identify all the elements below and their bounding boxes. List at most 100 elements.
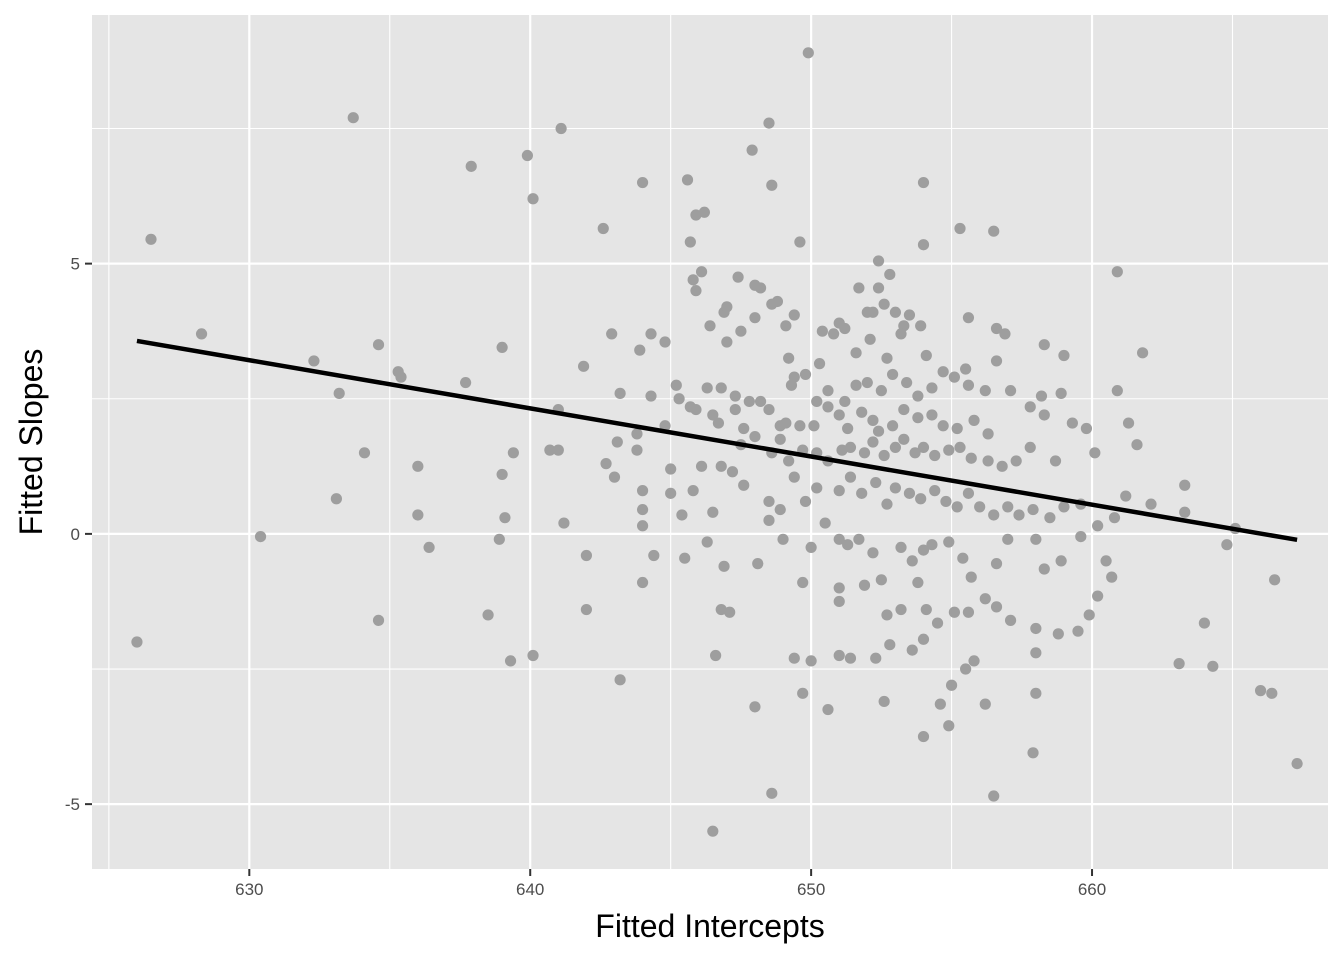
data-point — [558, 517, 570, 529]
data-point — [254, 530, 267, 543]
data-point — [968, 414, 980, 426]
data-point — [423, 541, 435, 553]
data-point — [909, 447, 921, 459]
data-point — [844, 441, 857, 454]
data-point — [707, 409, 719, 421]
data-point — [749, 430, 761, 443]
data-point — [884, 639, 896, 651]
data-point — [903, 309, 916, 321]
y-tick-label: 0 — [71, 525, 80, 544]
data-point — [1058, 349, 1070, 362]
data-point — [878, 449, 890, 462]
data-point — [906, 644, 918, 656]
data-point — [889, 306, 902, 318]
data-point — [1030, 647, 1042, 659]
data-point — [917, 544, 930, 556]
data-point — [1010, 455, 1022, 467]
data-point — [968, 655, 980, 667]
data-point — [496, 468, 508, 481]
data-point — [738, 479, 750, 491]
data-point — [962, 487, 975, 499]
data-point — [917, 239, 930, 251]
data-point — [931, 617, 944, 629]
data-point — [1111, 266, 1123, 278]
data-point — [681, 174, 694, 186]
data-point — [872, 255, 885, 267]
data-point — [920, 603, 932, 616]
data-point — [1024, 441, 1036, 454]
data-point — [889, 482, 902, 494]
data-point — [659, 420, 671, 432]
data-point — [701, 536, 713, 548]
data-point — [895, 603, 907, 616]
data-point — [884, 268, 896, 281]
panel-background — [92, 15, 1328, 869]
data-point — [948, 371, 960, 383]
data-point — [962, 379, 975, 391]
data-point — [372, 614, 385, 626]
x-tick-label: 660 — [1078, 880, 1106, 899]
data-point — [864, 333, 876, 345]
data-point — [915, 493, 927, 505]
data-point — [867, 436, 879, 448]
data-point — [808, 420, 820, 432]
data-point — [665, 463, 677, 475]
data-point — [962, 606, 975, 618]
data-point — [833, 409, 845, 421]
data-point — [917, 176, 930, 189]
data-point — [577, 360, 590, 372]
data-point — [816, 325, 828, 337]
data-point — [695, 266, 708, 278]
data-point — [853, 533, 865, 545]
data-point — [763, 495, 775, 508]
data-point — [1055, 387, 1067, 399]
data-point — [1092, 590, 1104, 602]
data-point — [636, 176, 649, 189]
data-point — [990, 558, 1003, 570]
data-point — [878, 695, 890, 708]
data-point — [929, 485, 941, 497]
data-point — [499, 512, 511, 524]
data-point — [645, 328, 657, 340]
y-tick-label: 5 — [71, 255, 80, 274]
data-point — [901, 376, 913, 389]
data-point — [951, 422, 963, 435]
data-point — [934, 698, 946, 710]
data-point — [850, 379, 862, 391]
data-point — [1002, 533, 1014, 545]
data-point — [684, 401, 696, 413]
data-point — [962, 312, 975, 324]
data-point — [783, 455, 795, 467]
data-point — [943, 536, 955, 548]
data-point — [1145, 498, 1157, 510]
data-point — [898, 433, 910, 445]
major-gridlines — [92, 15, 1328, 869]
data-point — [856, 487, 868, 499]
data-point — [687, 485, 699, 497]
data-point — [833, 485, 845, 497]
data-point — [881, 609, 893, 621]
data-point — [1080, 422, 1093, 435]
data-point — [960, 663, 972, 675]
data-point — [521, 149, 534, 162]
data-point — [1092, 520, 1104, 532]
data-point — [937, 420, 949, 432]
data-point — [917, 633, 930, 645]
data-point — [465, 160, 477, 172]
data-point — [738, 422, 750, 435]
data-point — [1038, 563, 1050, 575]
data-point — [721, 301, 733, 313]
data-point — [771, 295, 784, 308]
data-point — [1089, 447, 1101, 459]
data-point — [979, 698, 991, 710]
data-point — [861, 376, 873, 389]
data-point — [673, 393, 685, 405]
data-point — [1013, 509, 1025, 521]
data-point — [788, 371, 800, 383]
data-point — [1254, 685, 1267, 697]
data-point — [698, 206, 710, 218]
data-point — [1044, 512, 1056, 524]
data-point — [195, 328, 208, 340]
data-point — [822, 401, 834, 413]
